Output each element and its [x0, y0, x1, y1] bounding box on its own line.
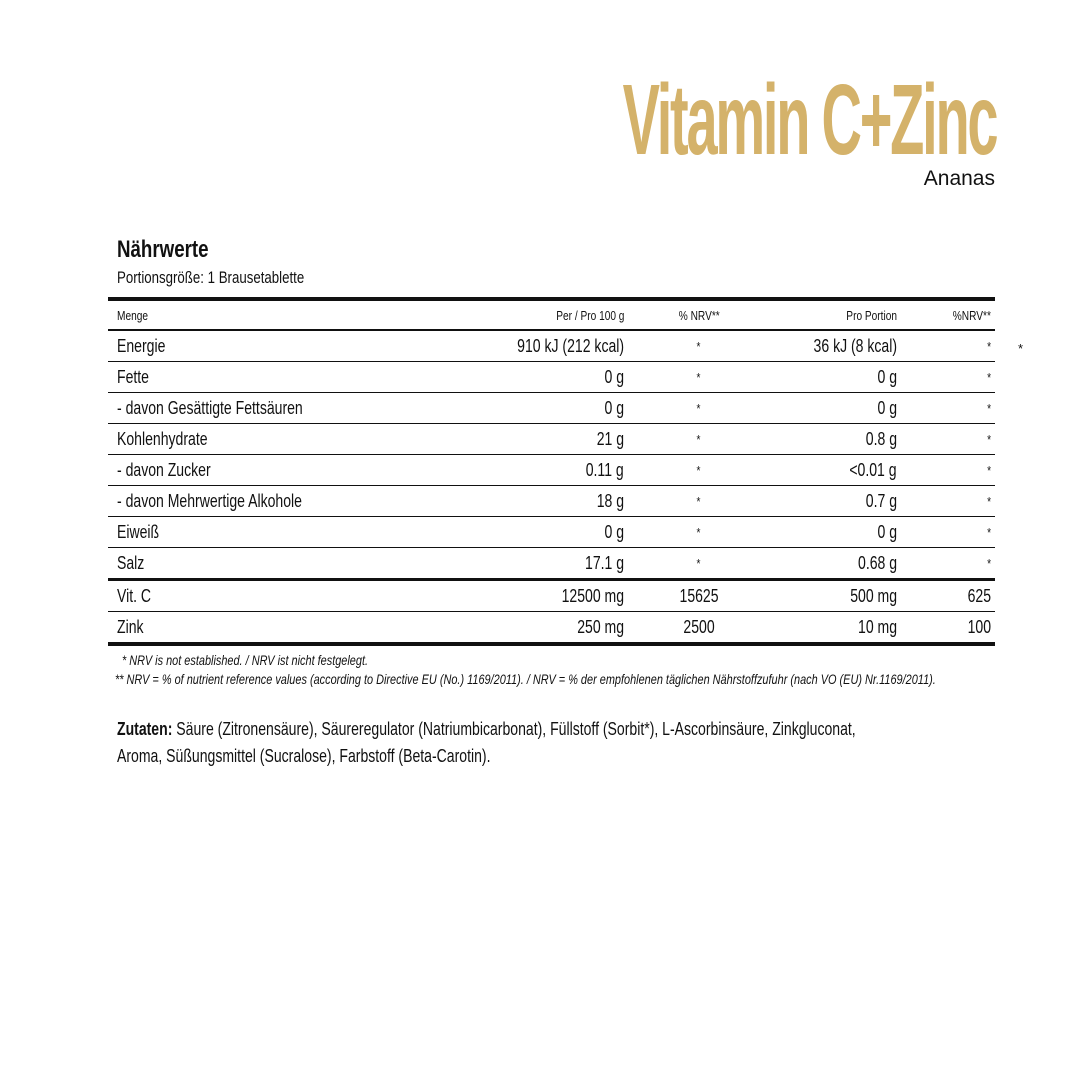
table-row: Salz 17.1 g * 0.68 g * [108, 548, 995, 581]
product-flavor: Ananas [923, 167, 995, 190]
nrv-per-100g: 15625 [679, 585, 719, 606]
footnote-nrv-definition: ** NRV = % of nutrient reference values … [115, 671, 936, 687]
nrv-per-portion: * [987, 369, 991, 385]
nutrient-name: - davon Zucker [117, 459, 211, 480]
nrv-per-100g: 2500 [683, 616, 715, 637]
nutrient-name: Vit. C [117, 585, 152, 606]
ingredients: Zutaten: Säure (Zitronensäure), Säurereg… [117, 716, 1080, 770]
nrv-per-100g: * [697, 524, 701, 540]
product-title: Vitamin C+Zinc [622, 64, 998, 176]
nrv-per-100g: * [697, 462, 701, 478]
nrv-per-portion: 100 [967, 616, 991, 637]
value-per-portion: 36 kJ (8 kcal) [813, 335, 897, 356]
column-header: Menge [117, 307, 149, 323]
value-per-portion: 0 g [877, 521, 897, 542]
value-per-portion: <0.01 g [849, 459, 897, 480]
table-bottom-rule [108, 642, 995, 646]
nutrient-name: - davon Mehrwertige Alkohole [117, 490, 302, 511]
table-row: Zink 250 mg 2500 10 mg 100 [108, 612, 995, 642]
value-per-100g: 12500 mg [561, 585, 624, 606]
value-per-portion: 0.8 g [865, 428, 897, 449]
value-per-100g: 0.11 g [585, 459, 624, 480]
nrv-per-100g: * [697, 493, 701, 509]
value-per-portion: 0 g [877, 397, 897, 418]
table-row: - davon Gesättigte Fettsäuren 0 g * 0 g * [108, 393, 995, 424]
column-header: Per / Pro 100 g [555, 307, 624, 323]
nrv-per-100g: * [697, 338, 701, 354]
column-header: %NRV** [952, 307, 991, 323]
nutrient-name: Zink [117, 616, 144, 637]
ingredients-line: Aroma, Süßungsmittel (Sucralose), Farbst… [117, 746, 491, 766]
portion-size: Portionsgröße: 1 Brausetablette [117, 268, 305, 287]
value-per-portion: 0.7 g [865, 490, 897, 511]
nrv-per-portion: * [987, 555, 991, 571]
table-row: Eiweiß 0 g * 0 g * [108, 517, 995, 548]
ingredients-line: Säure (Zitronensäure), Säureregulator (N… [176, 719, 856, 739]
value-per-100g: 18 g [596, 490, 624, 511]
nrv-per-100g: * [697, 369, 701, 385]
table-row: Energie 910 kJ (212 kcal) * 36 kJ (8 kcal) * [108, 331, 995, 362]
table-row: Fette 0 g * 0 g * [108, 362, 995, 393]
nrv-per-portion: * [987, 338, 991, 354]
nrv-per-portion: * [987, 431, 991, 447]
nutrient-name: Eiweiß [117, 521, 160, 542]
value-per-portion: 500 mg [850, 585, 897, 606]
value-per-100g: 250 mg [577, 616, 624, 637]
value-per-100g: 0 g [604, 366, 624, 387]
nrv-per-portion: * [987, 400, 991, 416]
footnote-nrv-not-established: * NRV is not established. / NRV ist nich… [122, 652, 369, 668]
nutrition-table: Menge Per / Pro 100 g % NRV** Pro Portio… [108, 297, 995, 646]
table-header-row: Menge Per / Pro 100 g % NRV** Pro Portio… [108, 301, 995, 331]
nrv-per-portion: * [987, 493, 991, 509]
table-top-rule [108, 297, 995, 301]
nrv-per-portion: 625 [967, 585, 991, 606]
value-per-100g: 910 kJ (212 kcal) [517, 335, 624, 356]
nutrition-heading: Nährwerte [117, 236, 209, 263]
nrv-per-100g: * [697, 555, 701, 571]
nrv-per-portion: * [987, 524, 991, 540]
nrv-per-100g: * [697, 431, 701, 447]
stray-asterisk: * [1018, 341, 1024, 356]
value-per-100g: 0 g [604, 521, 624, 542]
table-row: Kohlenhydrate 21 g * 0.8 g * [108, 424, 995, 455]
value-per-100g: 17.1 g [584, 552, 624, 573]
nutrient-name: Salz [117, 552, 145, 573]
column-header: % NRV** [678, 307, 720, 323]
table-row: - davon Zucker 0.11 g * <0.01 g * [108, 455, 995, 486]
value-per-100g: 21 g [596, 428, 624, 449]
nutrient-name: Energie [117, 335, 166, 356]
table-row: - davon Mehrwertige Alkohole 18 g * 0.7 g * [108, 486, 995, 517]
nutrient-name: - davon Gesättigte Fettsäuren [117, 397, 303, 418]
nutrient-name: Fette [117, 366, 150, 387]
value-per-portion: 10 mg [857, 616, 897, 637]
nutrient-name: Kohlenhydrate [117, 428, 208, 449]
nrv-per-portion: * [987, 462, 991, 478]
ingredients-label: Zutaten: [117, 719, 173, 739]
table-row: Vit. C 12500 mg 15625 500 mg 625 [108, 581, 995, 612]
column-header: Pro Portion [846, 307, 897, 323]
value-per-portion: 0.68 g [857, 552, 897, 573]
value-per-100g: 0 g [604, 397, 624, 418]
nrv-per-100g: * [697, 400, 701, 416]
value-per-portion: 0 g [877, 366, 897, 387]
